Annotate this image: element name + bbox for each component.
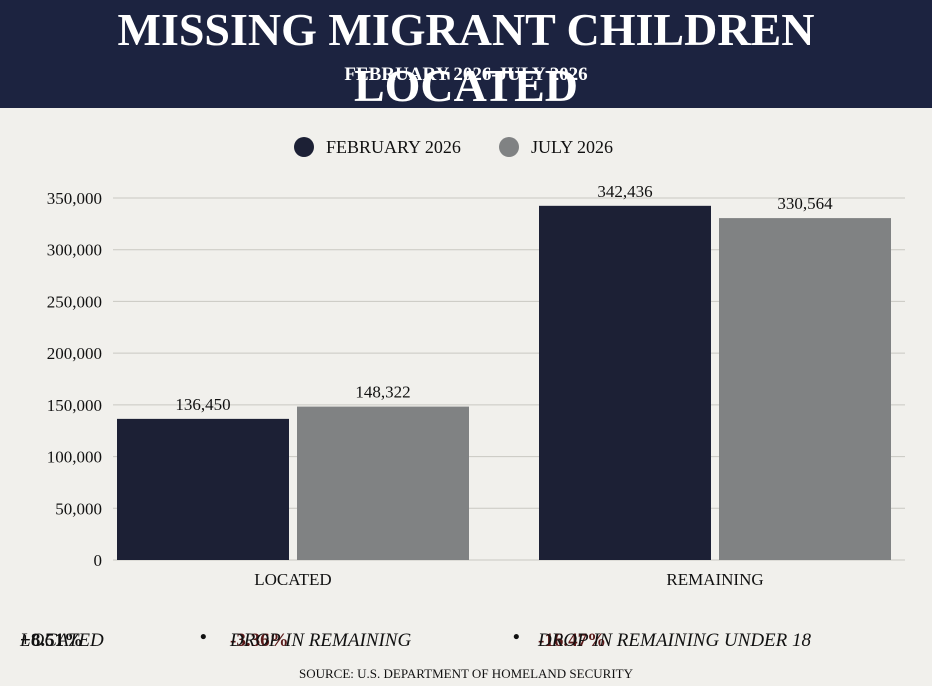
- bar-located-february: [117, 418, 289, 560]
- y-tick-label: 100,000: [47, 448, 102, 467]
- chart-subtitle: FEBRUARY 2026-JULY 2026: [344, 64, 588, 85]
- bullet-1: •: [200, 627, 207, 648]
- stat-remaining-text: DROP IN REMAINING: [230, 630, 412, 651]
- stat-remaining-value: -3.36%: [230, 630, 289, 651]
- legend: FEBRUARY 2026 JULY 2026: [0, 132, 932, 162]
- stat-remaining-under18-value: -16.47%: [538, 630, 607, 651]
- stat-located-text: LOCATED: [20, 630, 104, 651]
- legend-label-july: JULY 2026: [531, 136, 614, 157]
- bullet-2: •: [513, 627, 520, 648]
- data-label: 330,564: [777, 194, 833, 213]
- y-tick-label: 300,000: [47, 241, 102, 260]
- y-tick-label: 200,000: [47, 344, 102, 363]
- y-tick-label: 350,000: [47, 189, 102, 208]
- bar-remaining-july: [719, 218, 891, 561]
- data-label: 342,436: [597, 182, 652, 201]
- legend-swatch-july: [499, 137, 519, 157]
- legend-item-february: FEBRUARY 2026: [294, 132, 461, 162]
- stat-located-value: +8.51%: [20, 630, 84, 651]
- data-label: 148,322: [355, 383, 410, 402]
- header-banner: MISSING MIGRANT CHILDREN LOCATED FEBRUAR…: [0, 0, 932, 111]
- legend-label-february: FEBRUARY 2026: [326, 136, 461, 157]
- data-label: 136,450: [175, 395, 230, 414]
- x-category-label: REMAINING: [666, 570, 763, 589]
- legend-item-july: JULY 2026: [499, 132, 613, 162]
- x-category-label: LOCATED: [254, 570, 331, 589]
- source-note: SOURCE: U.S. DEPARTMENT OF HOMELAND SECU…: [298, 666, 633, 681]
- legend-swatch-february: [294, 137, 314, 157]
- chart-title: MISSING MIGRANT CHILDREN LOCATED: [117, 4, 815, 111]
- y-tick-label: 0: [94, 551, 103, 570]
- y-tick-label: 150,000: [47, 396, 102, 415]
- y-tick-label: 50,000: [55, 499, 102, 518]
- stat-remaining-under18-text: DROP IN REMAINING UNDER 18: [538, 630, 812, 651]
- bar-chart: 0 50,000 100,000 150,000 200,000 250,000 300,0…: [47, 182, 905, 589]
- bar-located-july: [297, 406, 469, 560]
- footer-stats: +8.51% LOCATED • -3.36% DROP IN REMAININ…: [0, 624, 932, 654]
- y-tick-label: 250,000: [47, 292, 102, 311]
- bar-remaining-february: [539, 205, 711, 560]
